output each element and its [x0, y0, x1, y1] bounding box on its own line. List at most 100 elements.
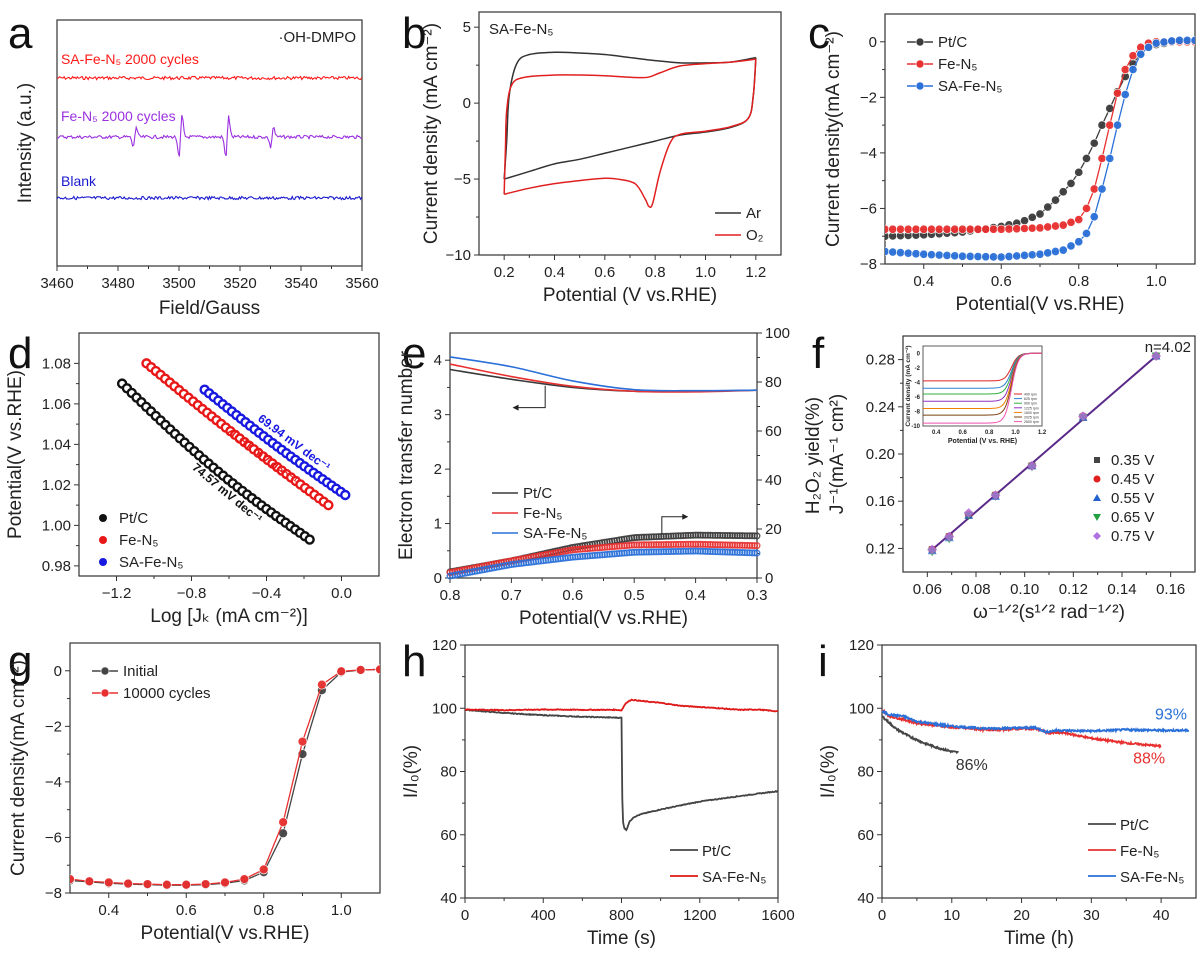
retention-label: 93% — [1155, 706, 1187, 723]
legend-label: Pt/C — [523, 485, 552, 502]
arrow-head — [512, 404, 519, 411]
series-label: SA-Fe-N₅ 2000 cycles — [61, 51, 199, 67]
y-tick-label: 60 — [765, 423, 782, 440]
data-point — [340, 489, 351, 501]
legend-label: Pt/C — [702, 843, 731, 860]
x-axis-label: Time (s) — [587, 928, 656, 949]
y-tick-label: 0.98 — [42, 558, 71, 575]
panel-letter: d — [8, 329, 32, 378]
legend-item: SA-Fe-N₅ — [1088, 869, 1184, 886]
legend-label: O₂ — [746, 227, 764, 244]
y-tick-label: 80 — [440, 764, 457, 781]
series-line — [70, 668, 380, 886]
x-tick-label: 1200 — [683, 907, 716, 924]
data-point — [1043, 248, 1053, 258]
legend-item: 10000 cycles — [92, 685, 211, 702]
x-tick-label: 3480 — [101, 275, 134, 292]
series-10000-cycles — [70, 664, 380, 890]
x-tick-label: 0.08 — [961, 581, 990, 598]
x-axis-label: Log [Jₖ (mA cm⁻²)] — [150, 606, 307, 627]
inset-legend-label: 400 rpm — [1024, 393, 1037, 397]
y-tick-label: 120 — [432, 637, 457, 654]
electron-number-line — [449, 363, 758, 393]
data-point — [1050, 246, 1061, 257]
y-tick-label: 1.04 — [42, 436, 71, 453]
data-point — [1097, 153, 1107, 163]
x-tick-label: 0.5 — [624, 587, 645, 604]
x-tick-label: −0.8 — [177, 585, 207, 602]
annotation-n-value: n=4.02 — [1145, 339, 1191, 356]
series-pt-c: Pt/C — [464, 708, 779, 860]
data-point — [942, 224, 952, 234]
y-tick-label: −8 — [45, 885, 62, 902]
data-point — [1151, 38, 1161, 48]
data-point — [903, 248, 913, 258]
h2o2-point — [753, 549, 761, 557]
data-point — [1026, 460, 1037, 471]
arrow-right-axis-indicator — [661, 513, 689, 534]
arrow-head — [682, 513, 689, 520]
legend-label: SA-Fe-N₅ — [938, 78, 1002, 95]
h2o2-point — [753, 532, 761, 540]
x-tick-label: 0.6 — [176, 902, 197, 919]
data-point — [220, 877, 230, 888]
data-point — [1105, 120, 1115, 130]
slope-label: 74.57 mV dec⁻¹ — [190, 460, 265, 526]
series-sa-fe-n5 — [885, 35, 1195, 262]
legend-label: SA-Fe-N₅ — [1120, 869, 1184, 886]
x-tick-label: 0.16 — [1156, 581, 1185, 598]
legend-item: O₂ — [715, 227, 764, 244]
legend-marker — [915, 59, 925, 69]
data-point — [70, 874, 75, 884]
legend-marker — [99, 536, 107, 544]
data-point — [1143, 42, 1154, 52]
legend-item: SA-Fe-N₅ — [907, 78, 1002, 95]
series-line — [885, 41, 1195, 237]
panel-letter: i — [818, 637, 828, 686]
data-point — [950, 251, 960, 261]
inset-legend-label: 2025 rpm — [1024, 416, 1039, 420]
arrow-left-axis-indicator — [512, 385, 546, 411]
x-tick-label: 1.0 — [331, 902, 352, 919]
legend-marker — [1093, 532, 1101, 540]
x-tick-label: 0.7 — [501, 587, 522, 604]
data-point — [973, 224, 983, 234]
data-point — [981, 224, 991, 234]
y-axis-label: I/I₀(%) — [818, 745, 839, 798]
data-point — [1027, 212, 1037, 222]
data-point — [239, 874, 250, 884]
series-sa-fe-n5 — [446, 356, 761, 580]
data-point — [1112, 88, 1123, 98]
x-tick-label: 0 — [878, 907, 886, 924]
x-axis-label: Field/Gauss — [159, 298, 260, 319]
data-point — [355, 665, 366, 675]
y-tick-label: −2 — [45, 718, 62, 735]
data-point — [926, 224, 937, 234]
panel-letter: h — [402, 637, 426, 686]
legend-label: 0.65 V — [1111, 509, 1154, 526]
data-point — [1066, 241, 1076, 251]
data-point — [1128, 65, 1138, 75]
x-tick-label: 3520 — [223, 275, 256, 292]
plot-frame — [69, 642, 381, 894]
series-line — [881, 715, 959, 755]
data-point — [934, 250, 944, 260]
y-tick-label: 40 — [857, 890, 874, 907]
y-tick-label: −2 — [860, 89, 877, 106]
inset-legend-label: 900 rpm — [1024, 402, 1037, 406]
data-point — [1074, 215, 1084, 225]
data-point — [1097, 120, 1107, 130]
plot-frame — [478, 11, 782, 256]
x-tick-label: 0.12 — [1059, 581, 1088, 598]
data-point — [888, 224, 898, 234]
data-point — [895, 248, 906, 258]
legend-marker — [100, 666, 110, 676]
data-point — [1081, 203, 1092, 213]
series-fe-n5 — [446, 363, 761, 577]
panel-letter: a — [8, 9, 33, 58]
x-tick-label: 0 — [461, 907, 469, 924]
inset-y-tick-label: -6 — [915, 395, 921, 401]
legend-label: Ar — [746, 205, 761, 222]
data-point — [1089, 184, 1099, 194]
data-point — [1027, 223, 1037, 233]
